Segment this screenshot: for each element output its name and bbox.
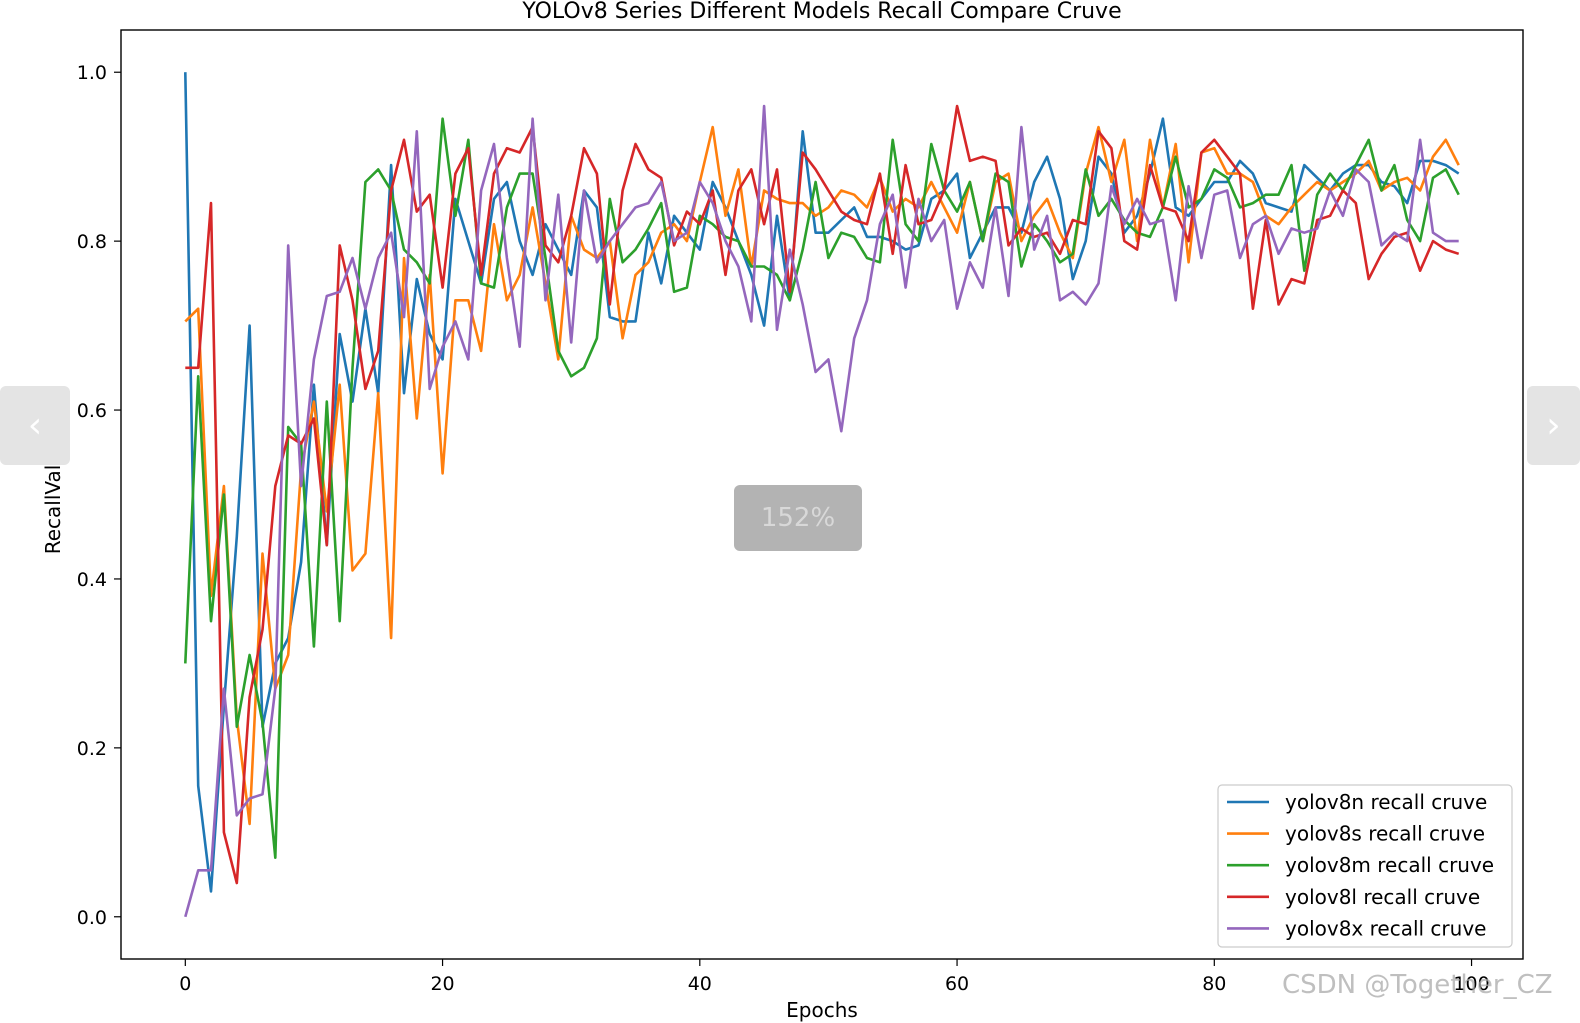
chevron-left-icon: ‹ (27, 404, 43, 446)
legend-label: yolov8l recall cruve (1285, 885, 1480, 909)
x-tick-label: 100 (1453, 973, 1489, 995)
y-tick-label: 1.0 (77, 62, 107, 84)
next-image-button[interactable]: › (1527, 386, 1580, 465)
series-lines (184, 72, 1460, 918)
x-axis: 0 20 40 60 80 100 (179, 959, 1490, 995)
watermark: CSDN @Together_CZ (1282, 970, 1553, 1000)
legend-label: yolov8n recall cruve (1285, 790, 1487, 814)
legend: yolov8n recall cruve yolov8s recall cruve… (1217, 784, 1513, 948)
series-line-yolov8x (184, 104, 1459, 918)
x-tick-label: 40 (688, 973, 712, 995)
y-tick-label: 0.4 (77, 569, 107, 591)
previous-image-button[interactable]: ‹ (0, 386, 70, 465)
x-tick-label: 0 (179, 973, 191, 995)
x-tick-label: 60 (945, 973, 969, 995)
series-line-yolov8s (184, 125, 1460, 826)
y-tick-label: 0.0 (77, 907, 107, 929)
legend-label: yolov8m recall cruve (1285, 853, 1494, 877)
x-axis-label: Epochs (786, 998, 858, 1022)
chevron-right-icon: › (1546, 404, 1561, 446)
x-tick-label: 20 (430, 973, 454, 995)
legend-label: yolov8x recall cruve (1285, 916, 1486, 940)
y-tick-label: 0.6 (77, 400, 107, 422)
x-tick-label: 80 (1202, 973, 1226, 995)
y-tick-label: 0.8 (77, 231, 107, 253)
series-line-yolov8m (184, 117, 1460, 860)
y-axis: 0.0 0.2 0.4 0.6 0.8 1.0 (77, 62, 121, 929)
legend-label: yolov8s recall cruve (1285, 822, 1485, 846)
y-tick-label: 0.2 (77, 738, 107, 760)
chart-title: YOLOv8 Series Different Models Recall Co… (521, 0, 1121, 24)
zoom-level-badge: 152% (734, 485, 862, 551)
legend-box (1217, 784, 1513, 948)
